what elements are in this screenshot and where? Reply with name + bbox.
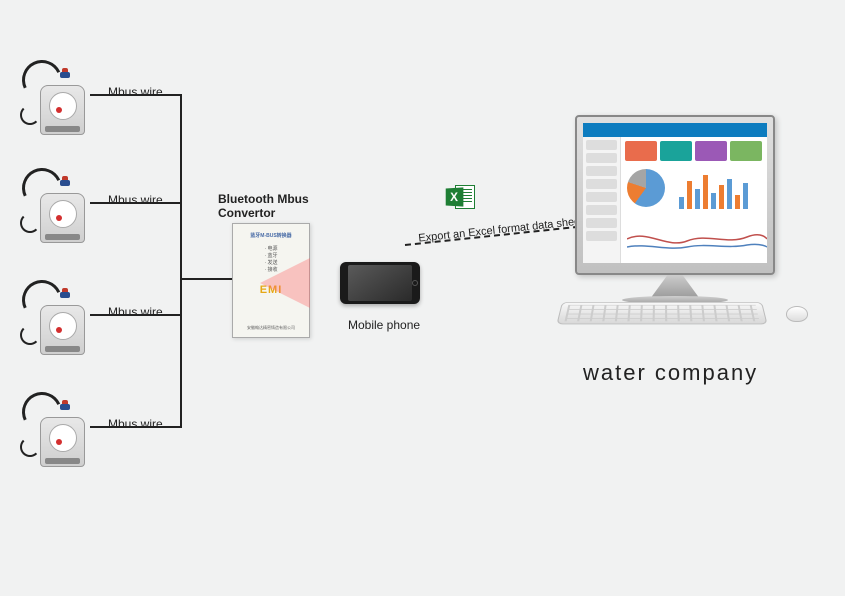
dashboard-screen bbox=[583, 123, 767, 263]
dashboard-cards bbox=[625, 141, 762, 161]
mobile-phone-label: Mobile phone bbox=[348, 318, 420, 332]
dashboard-card bbox=[730, 141, 762, 161]
mbus-wire-label-4: Mbus wire bbox=[108, 417, 163, 431]
wire-segment bbox=[90, 314, 180, 316]
computer-monitor bbox=[575, 115, 775, 275]
wire-segment bbox=[90, 426, 180, 428]
water-meter-3 bbox=[30, 280, 90, 355]
mbus-wire-label-3: Mbus wire bbox=[108, 305, 163, 319]
wire-segment bbox=[90, 94, 180, 96]
bus-line bbox=[180, 94, 182, 428]
dashboard-sidebar bbox=[583, 137, 621, 263]
convertor-footer: 安徽翰达精密铸造有限公司 bbox=[247, 325, 295, 331]
water-company-label: water company bbox=[583, 360, 758, 386]
bar-chart bbox=[679, 169, 748, 209]
line-chart bbox=[627, 219, 767, 255]
excel-icon: X bbox=[445, 183, 475, 211]
dashboard-header bbox=[583, 123, 767, 137]
water-meter-1 bbox=[30, 60, 90, 135]
dashboard-card bbox=[660, 141, 692, 161]
dashboard-charts bbox=[625, 167, 763, 259]
convertor-label: Bluetooth Mbus Convertor bbox=[218, 192, 309, 220]
pie-chart bbox=[627, 169, 665, 207]
bluetooth-beam bbox=[260, 258, 310, 308]
convertor-title: 蓝牙M-BUS转换器 bbox=[233, 224, 309, 239]
dashboard-card bbox=[695, 141, 727, 161]
water-meter-2 bbox=[30, 168, 90, 243]
mouse bbox=[786, 306, 808, 322]
mobile-phone bbox=[340, 262, 420, 304]
dashboard-card bbox=[625, 141, 657, 161]
mbus-wire-label-1: Mbus wire bbox=[108, 85, 163, 99]
keyboard bbox=[556, 302, 767, 324]
water-meter-4 bbox=[30, 392, 90, 467]
wire-segment bbox=[90, 202, 180, 204]
mbus-wire-label-2: Mbus wire bbox=[108, 193, 163, 207]
wire-segment bbox=[180, 278, 232, 280]
